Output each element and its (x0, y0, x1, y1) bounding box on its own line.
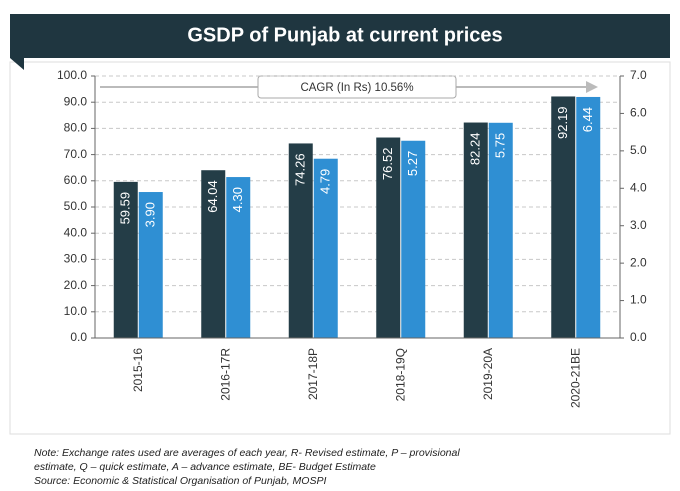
y-tick-label: 30.0 (64, 252, 88, 266)
x-tick-label: 2015-16 (131, 348, 145, 392)
y2-tick-label: 6.0 (630, 106, 647, 120)
bar (576, 96, 601, 339)
value-label: 64.04 (205, 180, 220, 213)
value-label: 5.27 (405, 151, 420, 176)
title-banner (10, 14, 670, 70)
y-tick-label: 90.0 (64, 94, 88, 108)
y-tick-label: 0.0 (70, 330, 87, 344)
y2-tick-label: 0.0 (630, 330, 647, 344)
y2-tick-label: 3.0 (630, 218, 647, 232)
x-tick-label: 2019-20A (481, 348, 495, 400)
y2-tick-label: 1.0 (630, 293, 647, 307)
note: estimate, Q – quick estimate, A – advanc… (34, 461, 376, 473)
bar (313, 158, 338, 338)
y2-tick-label: 2.0 (630, 255, 647, 269)
y-tick-label: 40.0 (64, 225, 88, 239)
bar (463, 122, 488, 339)
value-label: 4.30 (230, 187, 245, 212)
bar (288, 143, 313, 338)
bar (376, 137, 401, 338)
x-tick-label: 2020-21BE (568, 348, 582, 408)
y2-tick-label: 4.0 (630, 180, 647, 194)
chart-title: GSDP of Punjab at current prices (187, 24, 502, 46)
cagr-arrowhead (586, 81, 598, 93)
y-tick-label: 60.0 (64, 173, 88, 187)
bar (201, 170, 226, 338)
bar (113, 181, 138, 338)
value-label: 6.44 (580, 107, 595, 132)
x-tick-label: 2018-19Q (393, 348, 407, 401)
value-label: 92.19 (555, 106, 570, 139)
y-tick-label: 70.0 (64, 147, 88, 161)
value-label: 59.59 (118, 192, 133, 225)
chart-frame (9, 61, 671, 435)
y-tick-label: 80.0 (64, 121, 88, 135)
value-label: 4.79 (318, 169, 333, 194)
x-tick-label: 2017-18P (306, 348, 320, 400)
bar (551, 96, 576, 339)
y-tick-label: 50.0 (64, 199, 88, 213)
y-tick-label: 100.0 (57, 68, 87, 82)
x-tick-label: 2016-17R (218, 348, 232, 401)
y-tick-label: 10.0 (64, 304, 88, 318)
value-label: 82.24 (468, 133, 483, 166)
bar (226, 177, 251, 338)
value-label: 76.52 (380, 148, 395, 181)
y-tick-label: 20.0 (64, 278, 88, 292)
source: Source: Economic & Statistical Organisat… (34, 475, 326, 487)
y2-tick-label: 7.0 (630, 68, 647, 82)
note: Note: Exchange rates used are averages o… (34, 447, 460, 459)
cagr-label: CAGR (In Rs) 10.56% (300, 82, 413, 94)
bar (401, 140, 426, 338)
bar (488, 122, 513, 339)
value-label: 5.75 (493, 133, 508, 158)
value-label: 74.26 (293, 153, 308, 186)
y2-tick-label: 5.0 (630, 143, 647, 157)
bar (138, 192, 163, 338)
value-label: 3.90 (143, 202, 158, 227)
